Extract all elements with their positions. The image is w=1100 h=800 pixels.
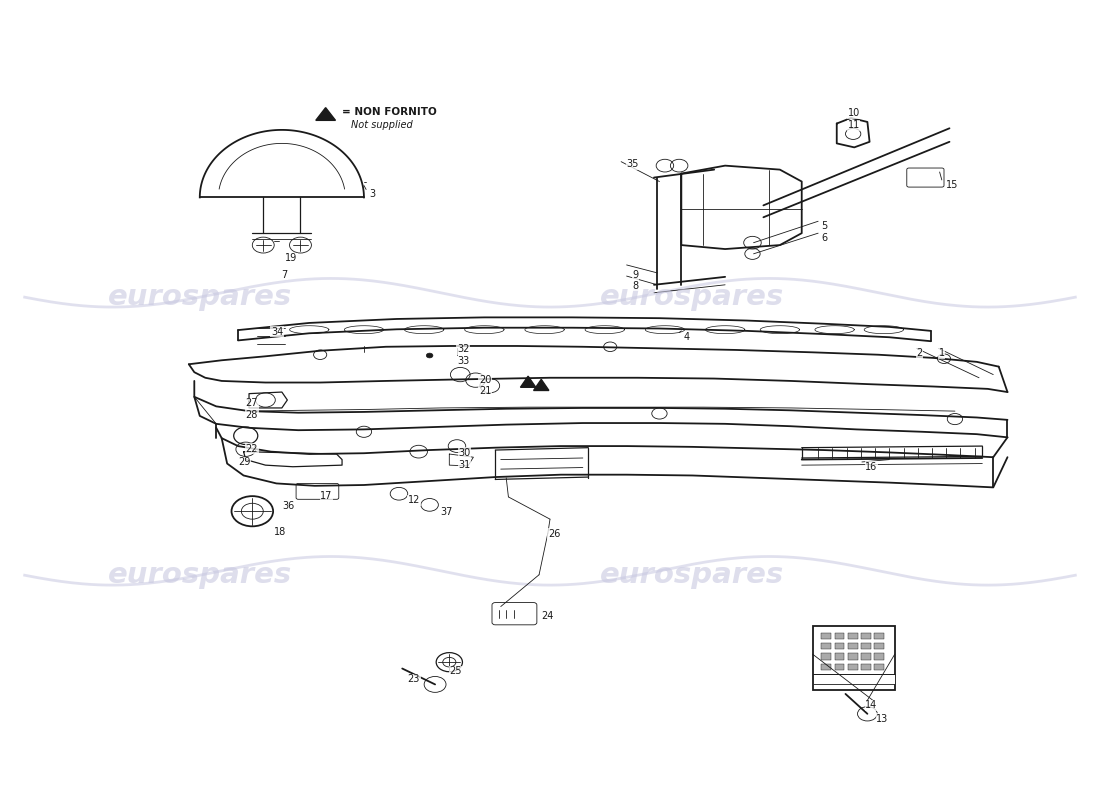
Bar [813, 626, 894, 690]
Text: 21: 21 [478, 386, 492, 396]
Text: 36: 36 [282, 501, 294, 511]
Text: 8: 8 [632, 281, 638, 291]
Text: 35: 35 [627, 159, 639, 170]
Text: = NON FORNITO: = NON FORNITO [342, 107, 437, 117]
Text: 15: 15 [946, 180, 958, 190]
Text: 33: 33 [456, 356, 470, 366]
Text: 1: 1 [938, 348, 945, 358]
Text: 12: 12 [408, 495, 420, 506]
Text: eurospares: eurospares [601, 561, 784, 589]
Bar [848, 654, 858, 660]
Bar [874, 664, 883, 670]
Text: 27: 27 [245, 398, 258, 409]
Text: 37: 37 [441, 507, 453, 518]
Bar [813, 674, 894, 684]
Bar [848, 643, 858, 650]
Text: 10: 10 [848, 109, 860, 118]
FancyBboxPatch shape [906, 168, 944, 187]
Text: 24: 24 [541, 610, 553, 621]
Text: 23: 23 [408, 674, 420, 684]
FancyBboxPatch shape [296, 483, 339, 499]
Text: 25: 25 [449, 666, 462, 676]
Text: eurospares: eurospares [601, 282, 784, 310]
Bar [835, 654, 845, 660]
Text: 19: 19 [285, 253, 297, 263]
Text: 29: 29 [238, 457, 251, 467]
Text: 9: 9 [632, 270, 638, 280]
Text: eurospares: eurospares [108, 561, 292, 589]
Bar [861, 643, 871, 650]
Text: 18: 18 [274, 527, 286, 537]
Text: 30: 30 [458, 448, 471, 458]
Text: 34: 34 [271, 327, 283, 337]
Text: 2: 2 [916, 348, 923, 358]
Text: 31: 31 [458, 459, 471, 470]
Text: 5: 5 [822, 222, 827, 231]
Text: 14: 14 [866, 700, 878, 710]
Text: 26: 26 [548, 529, 560, 538]
Text: 17: 17 [320, 490, 332, 501]
Bar [874, 633, 883, 639]
Text: eurospares: eurospares [108, 282, 292, 310]
Bar [874, 643, 883, 650]
Bar [822, 633, 832, 639]
Text: 11: 11 [848, 120, 860, 130]
Text: 4: 4 [683, 333, 690, 342]
Text: 28: 28 [245, 410, 258, 419]
Text: Not supplied: Not supplied [351, 120, 412, 130]
Text: 20: 20 [478, 374, 492, 385]
Text: 6: 6 [822, 233, 827, 243]
Bar [861, 664, 871, 670]
Text: 32: 32 [456, 344, 470, 354]
FancyBboxPatch shape [492, 602, 537, 625]
Bar [848, 664, 858, 670]
Polygon shape [316, 108, 336, 120]
Polygon shape [534, 379, 549, 390]
Text: 22: 22 [245, 444, 258, 454]
Bar [874, 654, 883, 660]
Text: 16: 16 [866, 462, 878, 472]
Polygon shape [520, 376, 536, 387]
Bar [822, 664, 832, 670]
Circle shape [427, 353, 433, 358]
Bar [822, 643, 832, 650]
Bar [835, 633, 845, 639]
Text: 7: 7 [280, 270, 287, 280]
Bar [861, 633, 871, 639]
Bar [848, 633, 858, 639]
Bar [835, 664, 845, 670]
Text: 3: 3 [370, 190, 375, 199]
Bar [835, 643, 845, 650]
Bar [861, 654, 871, 660]
Text: 13: 13 [876, 714, 889, 724]
Bar [822, 654, 832, 660]
